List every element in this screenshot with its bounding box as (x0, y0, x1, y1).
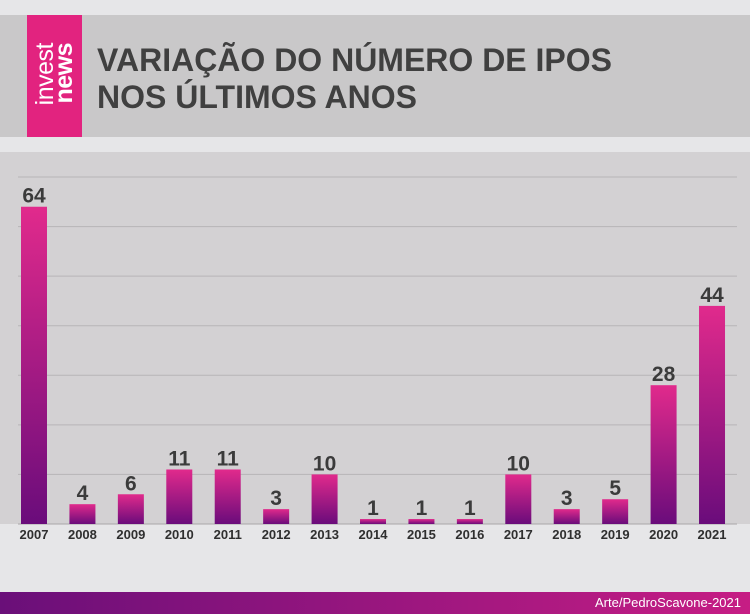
art-credit: Arte/PedroScavone-2021 (595, 595, 741, 610)
ipo-bar-chart: 6420074200862009112010112011320121020131… (0, 152, 750, 542)
value-label-2011: 11 (217, 447, 240, 470)
x-tick-label-2015: 2015 (407, 527, 436, 542)
bar-2018 (553, 509, 580, 524)
value-label-2015: 1 (416, 497, 428, 520)
x-tick-label-2008: 2008 (68, 527, 97, 542)
x-tick-label-2010: 2010 (165, 527, 194, 542)
x-tick-label-2013: 2013 (310, 527, 339, 542)
bar-2013 (311, 474, 338, 524)
value-label-2009: 6 (125, 472, 137, 495)
value-label-2020: 28 (652, 363, 676, 386)
bar-2011 (214, 469, 241, 524)
value-label-2014: 1 (367, 497, 379, 520)
x-tick-label-2011: 2011 (214, 527, 242, 542)
plot-area (0, 152, 750, 524)
bar-2017 (505, 474, 532, 524)
bar-2008 (69, 504, 96, 524)
value-label-2010: 11 (168, 447, 191, 470)
logo-word-news: news (49, 43, 78, 104)
x-tick-label-2012: 2012 (262, 527, 291, 542)
chart-title: VARIAÇÃO DO NÚMERO DE IPOS NOS ÚLTIMOS A… (97, 42, 612, 116)
logo-wordmark: invest news (31, 43, 78, 123)
bar-2010 (166, 469, 193, 524)
bar-2020 (650, 385, 677, 524)
value-label-2008: 4 (77, 482, 89, 505)
x-tick-label-2020: 2020 (649, 527, 678, 542)
bar-2021 (699, 305, 726, 524)
bar-2019 (602, 499, 629, 524)
bar-2016 (456, 519, 483, 524)
chart-title-line-2: NOS ÚLTIMOS ANOS (97, 79, 417, 115)
investnews-logo: invest news (27, 15, 82, 137)
x-tick-label-2021: 2021 (698, 527, 727, 542)
x-tick-label-2016: 2016 (455, 527, 484, 542)
footer-band: Arte/PedroScavone-2021 (0, 592, 750, 614)
value-label-2016: 1 (464, 497, 476, 520)
x-tick-label-2018: 2018 (552, 527, 581, 542)
bar-2009 (117, 494, 144, 524)
value-label-2017: 10 (507, 452, 530, 475)
bar-2012 (263, 509, 290, 524)
value-label-2019: 5 (609, 477, 621, 500)
bar-2015 (408, 519, 435, 524)
value-label-2021: 44 (700, 284, 724, 307)
x-tick-label-2009: 2009 (116, 527, 145, 542)
chart-title-line-1: VARIAÇÃO DO NÚMERO DE IPOS (97, 42, 612, 78)
x-tick-label-2007: 2007 (20, 527, 49, 542)
header-band: invest news VARIAÇÃO DO NÚMERO DE IPOS N… (0, 15, 750, 137)
value-label-2007: 64 (22, 185, 46, 208)
x-tick-label-2019: 2019 (601, 527, 630, 542)
value-label-2018: 3 (561, 487, 573, 510)
x-tick-label-2014: 2014 (359, 527, 389, 542)
bar-2014 (360, 519, 387, 524)
value-label-2012: 3 (270, 487, 282, 510)
x-tick-label-2017: 2017 (504, 527, 533, 542)
value-label-2013: 10 (313, 452, 336, 475)
bar-2007 (21, 206, 47, 524)
